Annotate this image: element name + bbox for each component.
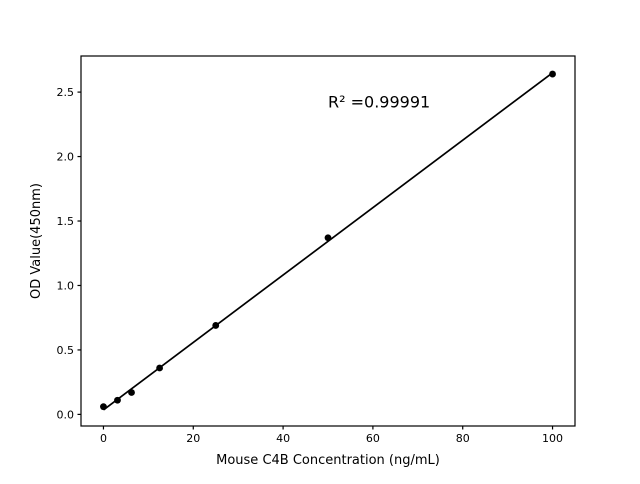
data-point xyxy=(549,70,556,78)
r-squared-annotation: R² =0.99991 xyxy=(328,93,430,112)
x-tick-label: 60 xyxy=(366,432,380,445)
y-tick-label: 1.5 xyxy=(57,215,75,228)
axis-ticks: 0 20 40 60 80 100 0.0 0.5 1.0 1.5 2.0 2.5 xyxy=(57,86,564,445)
y-tick-label: 0.0 xyxy=(57,408,75,421)
data-series xyxy=(100,70,556,411)
x-tick-label: 20 xyxy=(186,432,200,445)
y-axis-label: OD Value(450nm) xyxy=(29,183,44,299)
x-tick-label: 40 xyxy=(276,432,290,445)
y-tick-label: 2.0 xyxy=(57,151,75,164)
data-point xyxy=(100,403,107,411)
data-point xyxy=(324,234,332,242)
data-point xyxy=(128,389,135,396)
x-axis-label: Mouse C4B Concentration (ng/mL) xyxy=(216,453,440,468)
x-tick-label: 0 xyxy=(100,432,107,445)
plot-area-spines xyxy=(80,55,576,427)
y-tick-label: 2.5 xyxy=(57,86,75,99)
fit-line xyxy=(102,72,554,411)
data-point xyxy=(156,364,163,372)
y-tick-label: 0.5 xyxy=(57,344,75,357)
data-point xyxy=(212,322,220,329)
x-tick-label: 80 xyxy=(456,432,470,445)
data-point xyxy=(114,396,121,404)
y-tick-label: 1.0 xyxy=(57,279,75,292)
x-tick-label: 100 xyxy=(542,432,563,445)
